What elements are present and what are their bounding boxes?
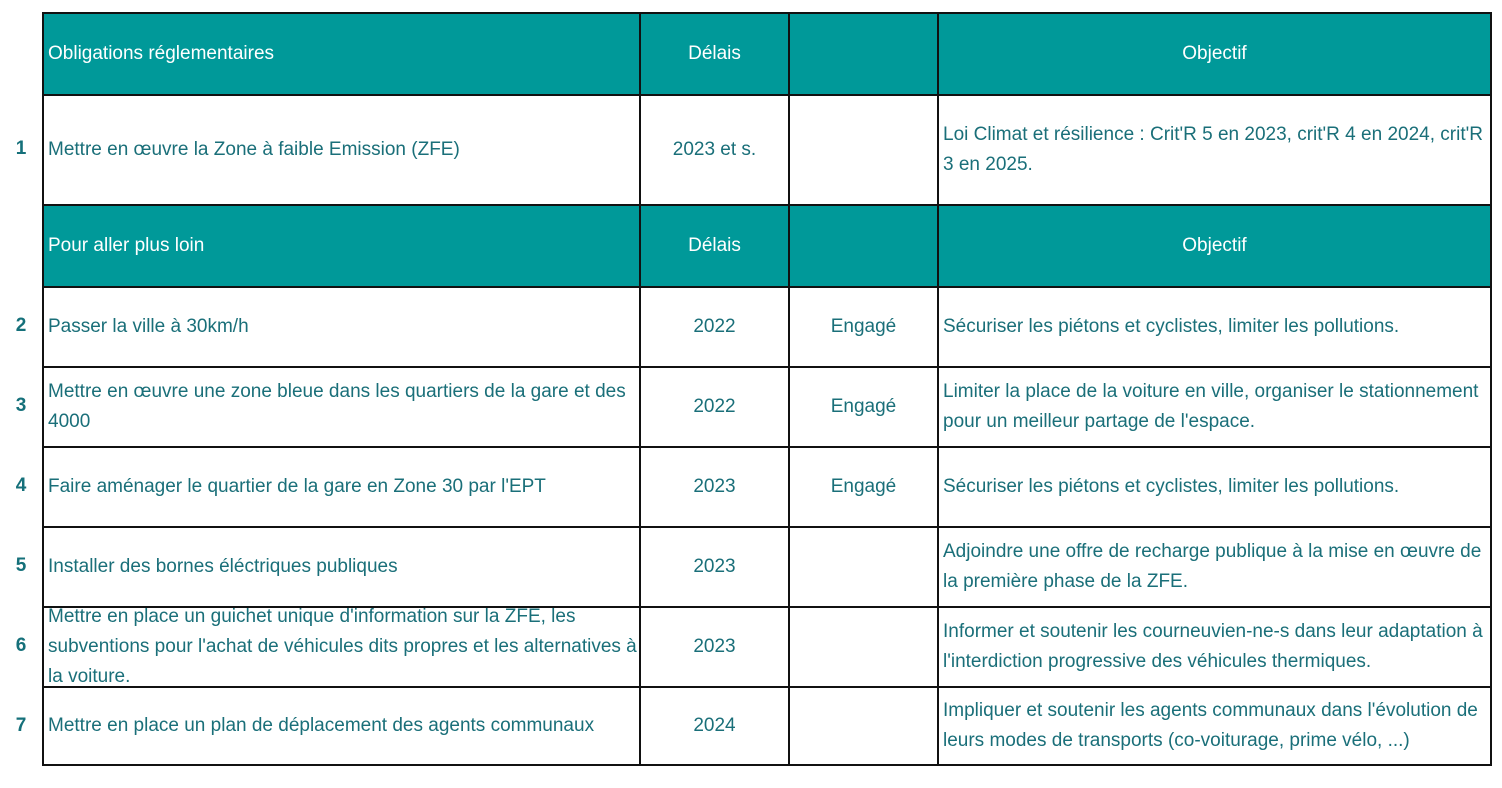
objectif-cell[interactable]: Adjoindre une offre de recharge publique…	[937, 526, 1492, 606]
status-text: Engagé	[830, 396, 897, 417]
delai-cell[interactable]: 2023	[639, 526, 788, 606]
row-number-blank	[0, 12, 42, 94]
delai-cell[interactable]: 2023	[639, 446, 788, 526]
header-objectif: Objectif	[1182, 43, 1247, 64]
row-number: 1	[15, 138, 27, 159]
objectif-cell[interactable]: Sécuriser les piétons et cyclistes, limi…	[937, 286, 1492, 366]
action-cell[interactable]: Passer la ville à 30km/h	[42, 286, 639, 366]
delai-cell[interactable]: 2022	[639, 366, 788, 446]
header-objectif: Objectif	[1182, 235, 1247, 256]
header-title: Obligations réglementaires	[48, 43, 275, 64]
action-text: Mettre en œuvre la Zone à faible Emissio…	[48, 139, 460, 160]
delai-text: 2022	[693, 316, 736, 337]
table-row: 3 Mettre en œuvre une zone bleue dans le…	[0, 366, 1502, 446]
header-delais: Délais	[688, 43, 741, 64]
row-number: 2	[15, 315, 27, 336]
row-number: 7	[15, 715, 27, 736]
action-text: Mettre en œuvre une zone bleue dans les …	[48, 381, 626, 432]
row-number: 3	[15, 395, 27, 416]
action-text: Faire aménager le quartier de la gare en…	[48, 476, 546, 497]
header-cell-objectif[interactable]: Objectif	[937, 204, 1492, 286]
header-delais: Délais	[688, 235, 741, 256]
objectif-text: Limiter la place de la voiture en ville,…	[943, 381, 1479, 432]
objectif-cell[interactable]: Sécuriser les piétons et cyclistes, limi…	[937, 446, 1492, 526]
delai-text: 2024	[693, 715, 736, 736]
header-cell-status[interactable]	[788, 204, 937, 286]
objectif-text: Informer et soutenir les courneuvien-ne-…	[943, 621, 1483, 672]
objectif-text: Loi Climat et résilience : Crit'R 5 en 2…	[943, 124, 1483, 175]
status-text: Engagé	[830, 476, 897, 497]
row-number: 4	[15, 475, 27, 496]
status-text: Engagé	[830, 316, 897, 337]
status-cell[interactable]: Engagé	[788, 366, 937, 446]
delai-cell[interactable]: 2023	[639, 606, 788, 686]
table-row: 5 Installer des bornes éléctriques publi…	[0, 526, 1502, 606]
action-text: Mettre en place un guichet unique d'info…	[48, 606, 637, 686]
action-cell[interactable]: Mettre en place un guichet unique d'info…	[42, 606, 639, 686]
action-cell[interactable]: Installer des bornes éléctriques publiqu…	[42, 526, 639, 606]
objectif-text: Sécuriser les piétons et cyclistes, limi…	[943, 476, 1400, 497]
status-cell[interactable]: Engagé	[788, 286, 937, 366]
status-cell[interactable]	[788, 526, 937, 606]
table-row: 1 Mettre en œuvre la Zone à faible Emiss…	[0, 94, 1502, 204]
objectif-cell[interactable]: Impliquer et soutenir les agents communa…	[937, 686, 1492, 766]
objectif-cell[interactable]: Limiter la place de la voiture en ville,…	[937, 366, 1492, 446]
action-cell[interactable]: Mettre en œuvre la Zone à faible Emissio…	[42, 94, 639, 204]
header-cell-obligations[interactable]: Obligations réglementaires	[42, 12, 639, 94]
action-text: Passer la ville à 30km/h	[48, 316, 249, 337]
delai-text: 2023	[693, 556, 736, 577]
delai-cell[interactable]: 2024	[639, 686, 788, 766]
action-text: Installer des bornes éléctriques publiqu…	[48, 556, 398, 577]
table-row: 2 Passer la ville à 30km/h 2022 Engagé S…	[0, 286, 1502, 366]
table-row: 4 Faire aménager le quartier de la gare …	[0, 446, 1502, 526]
header-cell-status[interactable]	[788, 12, 937, 94]
header-title: Pour aller plus loin	[48, 235, 205, 256]
header-cell-plus-loin[interactable]: Pour aller plus loin	[42, 204, 639, 286]
action-cell[interactable]: Faire aménager le quartier de la gare en…	[42, 446, 639, 526]
objectif-cell[interactable]: Loi Climat et résilience : Crit'R 5 en 2…	[937, 94, 1492, 204]
header-row-plus-loin: Pour aller plus loin Délais Objectif	[0, 204, 1502, 286]
status-cell[interactable]	[788, 606, 937, 686]
status-cell[interactable]: Engagé	[788, 446, 937, 526]
delai-text: 2023	[693, 636, 736, 657]
delai-cell[interactable]: 2022	[639, 286, 788, 366]
status-cell[interactable]	[788, 94, 937, 204]
header-cell-objectif[interactable]: Objectif	[937, 12, 1492, 94]
row-number: 5	[15, 555, 27, 576]
action-cell[interactable]: Mettre en œuvre une zone bleue dans les …	[42, 366, 639, 446]
row-number: 6	[15, 635, 27, 656]
objectif-text: Adjoindre une offre de recharge publique…	[943, 541, 1482, 592]
table-row: 6 Mettre en place un guichet unique d'in…	[0, 606, 1502, 686]
status-cell[interactable]	[788, 686, 937, 766]
delai-text: 2022	[693, 396, 736, 417]
action-text: Mettre en place un plan de déplacement d…	[48, 715, 595, 736]
objectif-text: Sécuriser les piétons et cyclistes, limi…	[943, 316, 1400, 337]
header-cell-delais[interactable]: Délais	[639, 12, 788, 94]
header-row-obligations: Obligations réglementaires Délais Object…	[0, 12, 1502, 94]
table-row: 7 Mettre en place un plan de déplacement…	[0, 686, 1502, 766]
delai-text: 2023 et s.	[672, 139, 757, 160]
action-table: Obligations réglementaires Délais Object…	[0, 12, 1502, 766]
header-cell-delais[interactable]: Délais	[639, 204, 788, 286]
row-number-blank	[0, 204, 42, 286]
delai-cell[interactable]: 2023 et s.	[639, 94, 788, 204]
action-cell[interactable]: Mettre en place un plan de déplacement d…	[42, 686, 639, 766]
objectif-cell[interactable]: Informer et soutenir les courneuvien-ne-…	[937, 606, 1492, 686]
objectif-text: Impliquer et soutenir les agents communa…	[943, 700, 1478, 751]
delai-text: 2023	[693, 476, 736, 497]
